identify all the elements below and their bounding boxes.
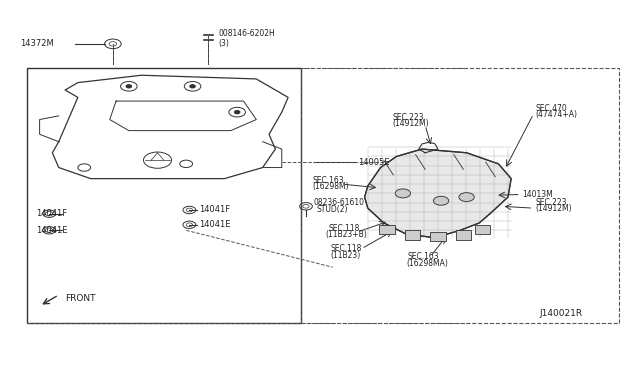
Text: FRONT: FRONT	[65, 294, 95, 303]
Text: SEC.118: SEC.118	[328, 224, 360, 233]
Text: SEC.223: SEC.223	[536, 198, 567, 207]
Polygon shape	[365, 149, 511, 238]
Text: 14013M: 14013M	[522, 190, 553, 199]
Text: (11B23): (11B23)	[331, 251, 361, 260]
Circle shape	[190, 85, 195, 88]
Bar	[456, 230, 471, 240]
Bar	[27, 68, 301, 323]
Circle shape	[433, 196, 449, 205]
Text: 008146-6202H
(3): 008146-6202H (3)	[218, 29, 275, 48]
Circle shape	[235, 111, 240, 113]
Text: J140021R: J140021R	[540, 309, 583, 318]
Text: 14041F: 14041F	[36, 209, 68, 218]
Text: (16298M): (16298M)	[312, 182, 349, 191]
Circle shape	[395, 189, 410, 198]
Text: 14005E: 14005E	[358, 157, 390, 167]
Bar	[301, 68, 620, 323]
Text: STUD(2): STUD(2)	[317, 205, 348, 215]
Text: (11B23+B): (11B23+B)	[325, 230, 367, 239]
Text: SEC.118: SEC.118	[331, 244, 362, 253]
Text: SEC.163: SEC.163	[312, 176, 344, 185]
Bar	[475, 225, 490, 234]
Text: (16298MA): (16298MA)	[406, 259, 448, 268]
Circle shape	[126, 85, 131, 88]
Circle shape	[459, 193, 474, 202]
Text: (47474+A): (47474+A)	[536, 110, 577, 119]
Bar	[430, 232, 445, 241]
Text: SEC.163: SEC.163	[408, 252, 440, 262]
Bar	[404, 230, 420, 240]
Text: SEC.223: SEC.223	[392, 113, 424, 122]
Text: 14372M: 14372M	[20, 39, 54, 48]
Text: 14041E: 14041E	[36, 226, 68, 235]
Text: (14912M): (14912M)	[536, 204, 572, 214]
Text: 14041E: 14041E	[199, 220, 230, 229]
Text: 08236-61610: 08236-61610	[314, 198, 365, 207]
Text: (14912M): (14912M)	[392, 119, 429, 128]
Text: SEC.470: SEC.470	[536, 104, 567, 113]
Bar	[380, 225, 394, 234]
Text: 14041F: 14041F	[199, 205, 230, 215]
